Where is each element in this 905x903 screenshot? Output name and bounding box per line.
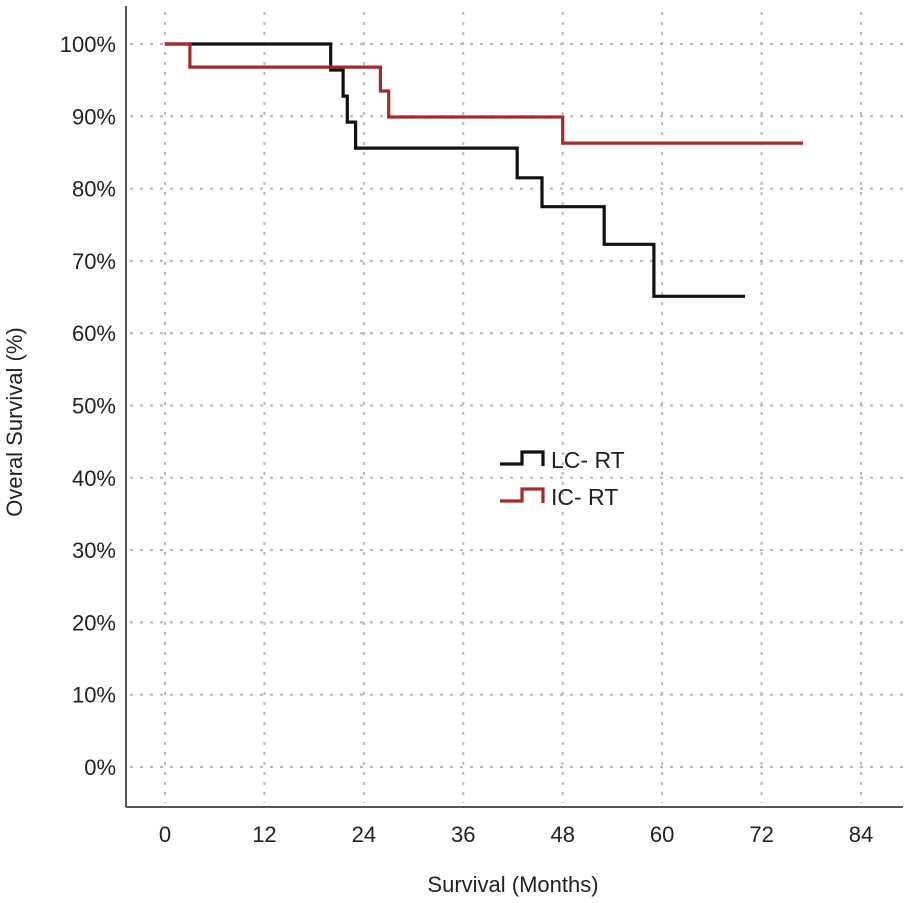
y-tick-label: 10% (72, 683, 116, 708)
y-axis-title: Overal Survival (%) (2, 327, 27, 516)
series-lines (165, 42, 803, 298)
y-tick-label: 80% (72, 177, 116, 202)
legend-label-ic-rt: IC- RT (551, 484, 618, 510)
x-tick-label: 36 (451, 822, 475, 847)
axes (125, 6, 903, 808)
series-line-lc-rt (165, 42, 745, 298)
y-tick-label: 30% (72, 538, 116, 563)
legend-swatch-lc-rt (500, 450, 545, 466)
y-tick-label: 60% (72, 321, 116, 346)
y-tick-labels: 0% 10% 20% 30% 40% 50% 60% 70% 80% 90% 100% (60, 32, 116, 780)
y-tick-label: 70% (72, 249, 116, 274)
legend-label-lc-rt: LC- RT (551, 447, 625, 473)
x-tick-label: 12 (252, 822, 276, 847)
x-tick-label: 0 (159, 822, 171, 847)
x-tick-label: 84 (849, 822, 873, 847)
series-line-ic-rt (165, 42, 803, 145)
x-tick-labels: 0 12 24 36 48 60 72 84 (159, 822, 873, 847)
x-tick-label: 60 (650, 822, 674, 847)
x-tick-label: 24 (352, 822, 376, 847)
y-tick-label: 40% (72, 466, 116, 491)
y-tick-label: 0% (84, 755, 116, 780)
y-tick-label: 20% (72, 610, 116, 635)
legend-swatch-ic-rt (500, 487, 545, 503)
grid (130, 12, 903, 803)
legend: LC- RT IC- RT (500, 447, 625, 510)
y-tick-label: 100% (60, 32, 116, 57)
x-tick-label: 72 (749, 822, 773, 847)
y-tick-label: 50% (72, 394, 116, 419)
x-tick-label: 48 (550, 822, 574, 847)
x-axis-title: Survival (Months) (427, 872, 598, 897)
y-tick-label: 90% (72, 104, 116, 129)
